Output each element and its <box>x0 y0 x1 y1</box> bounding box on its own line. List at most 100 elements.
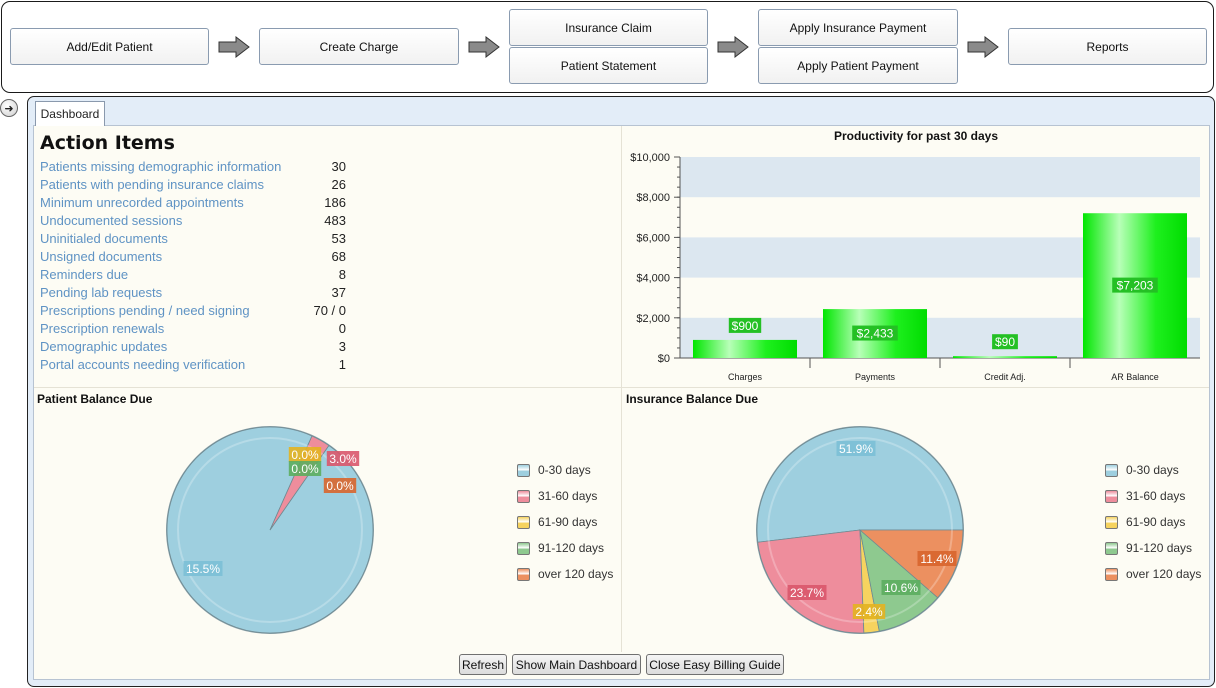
legend-item: 31-60 days <box>1105 483 1215 509</box>
action-item-count: 3 <box>338 339 346 354</box>
bar-value-label-bg <box>728 317 762 333</box>
legend-item: 91-120 days <box>1105 535 1215 561</box>
action-item-count: 0 <box>338 321 346 336</box>
action-item-count: 68 <box>331 249 346 264</box>
legend-label: 31-60 days <box>538 489 598 503</box>
legend-item: 31-60 days <box>517 483 627 509</box>
pie-slice-label: 11.4% <box>920 552 953 566</box>
close-easy-billing-guide-button[interactable]: Close Easy Billing Guide <box>646 654 784 675</box>
pie-slice-label: 0.0% <box>326 479 354 493</box>
pie-highlight <box>177 437 363 623</box>
action-item-link[interactable]: Reminders due <box>40 267 129 282</box>
legend-item: 91-120 days <box>517 535 627 561</box>
create-charge-button[interactable]: Create Charge <box>259 28 459 65</box>
legend-swatch <box>1105 489 1118 503</box>
legend-swatch <box>517 541 530 555</box>
action-item-link[interactable]: Portal accounts needing verification <box>40 357 246 372</box>
pie-label-bg <box>852 604 886 619</box>
show-main-dashboard-button[interactable]: Show Main Dashboard <box>512 654 641 675</box>
legend-item: over 120 days <box>517 561 627 587</box>
legend-item: 61-90 days <box>1105 509 1215 535</box>
action-item-row: Unsigned documents 68 <box>40 248 350 266</box>
apply-patient-payment-button[interactable]: Apply Patient Payment <box>758 47 958 84</box>
legend-swatch <box>517 489 530 503</box>
legend-label: over 120 days <box>1126 567 1202 581</box>
legend-label: 0-30 days <box>538 463 591 477</box>
x-tick-label: AR Balance <box>1111 372 1159 382</box>
patient-balance-pie-chart: 15.5%3.0%0.0%0.0%0.0% <box>166 426 374 634</box>
y-tick-label: $2,000 <box>636 313 670 325</box>
pie-slice-label: 2.4% <box>855 605 883 619</box>
legend-label: 91-120 days <box>1126 541 1193 555</box>
legend-item: over 120 days <box>1105 561 1215 587</box>
action-item-count: 483 <box>324 213 346 228</box>
patient-statement-button[interactable]: Patient Statement <box>509 47 708 84</box>
action-item-count: 8 <box>338 267 346 282</box>
action-item-link[interactable]: Unsigned documents <box>40 249 163 264</box>
action-item-link[interactable]: Patients with pending insurance claims <box>40 177 265 192</box>
y-tick-label: $4,000 <box>636 273 670 285</box>
productivity-chart-title: Productivity for past 30 days <box>833 129 999 143</box>
pie-label-bg <box>836 441 876 456</box>
arrow-right-icon <box>468 36 500 58</box>
chevron-right-icon: ➜ <box>4 102 14 115</box>
action-item-row: Prescriptions pending / need signing 70 /… <box>40 302 350 320</box>
refresh-button[interactable]: Refresh <box>459 654 507 675</box>
grid-band <box>680 157 1200 198</box>
legend-label: 61-90 days <box>1126 515 1186 529</box>
legend-swatch <box>1105 567 1118 581</box>
pie-slice-label: 3.0% <box>329 452 357 466</box>
apply-insurance-payment-button[interactable]: Apply Insurance Payment <box>758 9 958 46</box>
patient-balance-legend: 0-30 days 31-60 days 61-90 days 91-120 days… <box>517 457 627 587</box>
legend-swatch <box>517 463 530 477</box>
arrow-right-icon <box>717 36 749 58</box>
bar-value-label: $2,433 <box>857 327 894 341</box>
action-item-link[interactable]: Uninitialed documents <box>40 231 168 246</box>
action-item-count: 1 <box>338 357 346 372</box>
action-item-link[interactable]: Prescription renewals <box>40 321 165 336</box>
pie-label-bg <box>288 447 322 462</box>
action-items-title: Action Items <box>40 132 175 154</box>
reports-button[interactable]: Reports <box>1008 28 1207 65</box>
productivity-bar-chart: $0 $2,000 $4,000 $6,000 $8,000 $10,000 $900 Cha… <box>630 152 1200 382</box>
action-item-row: Uninitialed documents 53 <box>40 230 350 248</box>
legend-swatch <box>517 567 530 581</box>
pie-slice <box>858 529 964 599</box>
bar-value-label: $90 <box>995 335 1015 349</box>
action-item-link[interactable]: Demographic updates <box>40 339 168 354</box>
pie-label-bg <box>288 461 322 476</box>
action-item-link[interactable]: Prescriptions pending / need signing <box>40 303 250 318</box>
insurance-balance-title: Insurance Balance Due <box>626 392 759 406</box>
insurance-claim-button[interactable]: Insurance Claim <box>509 9 708 46</box>
arrow-right-icon <box>967 36 999 58</box>
bar-value-label: $900 <box>732 319 759 333</box>
action-item-row: Patients missing demographic information… <box>40 158 350 176</box>
action-item-link[interactable]: Undocumented sessions <box>40 213 183 228</box>
action-item-row: Reminders due 8 <box>40 266 350 284</box>
pie-slice <box>757 529 865 634</box>
action-item-row: Undocumented sessions 483 <box>40 212 350 230</box>
bar <box>693 339 797 358</box>
bar-value-label-bg <box>992 334 1018 350</box>
pie-label-bg <box>787 585 827 600</box>
tab-dashboard[interactable]: Dashboard <box>35 101 105 126</box>
bar <box>953 356 1057 358</box>
legend-swatch <box>1105 463 1118 477</box>
action-item-row: Portal accounts needing verification 1 <box>40 356 350 374</box>
pie-slice <box>756 426 964 543</box>
pie-label-bg <box>183 561 223 576</box>
insurance-balance-pie-chart: 51.9% 23.7% 2.4%10.6% 11.4% <box>756 426 964 634</box>
divider <box>34 387 1209 388</box>
x-tick-label: Charges <box>728 372 763 382</box>
action-item-link[interactable]: Minimum unrecorded appointments <box>40 195 244 210</box>
pie-label-bg <box>881 580 921 595</box>
legend-item: 0-30 days <box>517 457 627 483</box>
action-item-link[interactable]: Patients missing demographic information <box>40 159 282 174</box>
action-item-count: 186 <box>324 195 346 210</box>
action-items-list: Patients missing demographic information… <box>40 158 350 374</box>
expand-panel-button[interactable]: ➜ <box>0 99 18 117</box>
action-item-link[interactable]: Pending lab requests <box>40 285 163 300</box>
add-edit-patient-button[interactable]: Add/Edit Patient <box>10 28 209 65</box>
action-item-count: 30 <box>331 159 346 174</box>
legend-label: over 120 days <box>538 567 614 581</box>
